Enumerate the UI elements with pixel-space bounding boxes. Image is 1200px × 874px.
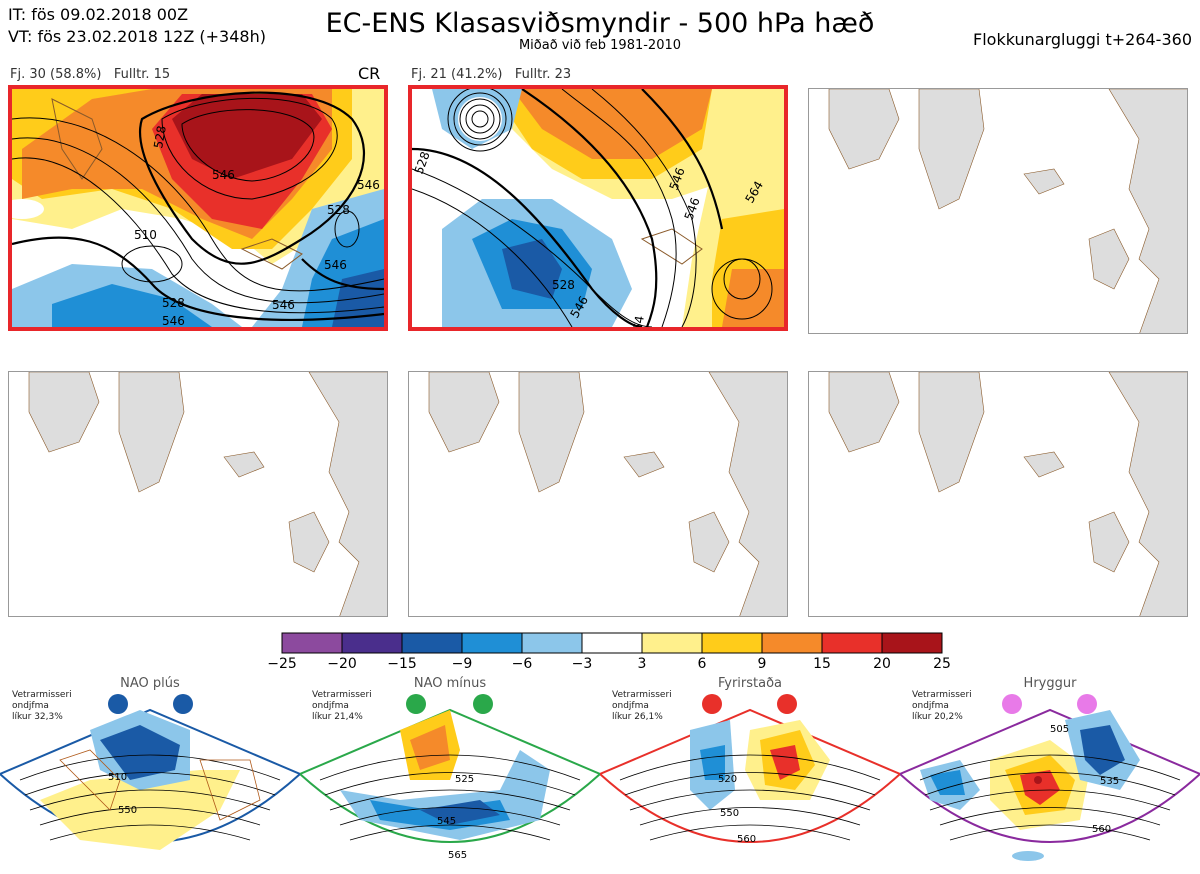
regime-note: Vetrarmisseri ondjfma líkur 26,1%	[612, 690, 672, 722]
regime-ridge: 505 535 560 Hryggur Vetrarmisseri ondjfm…	[898, 670, 1200, 870]
contour-label: 528	[327, 203, 350, 217]
contour-label: 510	[108, 772, 127, 783]
regime-title: NAO plús	[120, 676, 180, 691]
regime-title: Hryggur	[1023, 676, 1077, 691]
panel-1-regime-code: CR	[358, 64, 381, 83]
cluster-map-2-graphic: 528 546 564 528 546 564 546	[412, 89, 784, 327]
colorbar-tick-label: 6	[697, 656, 707, 672]
colorbar-tick-label: 20	[873, 656, 891, 672]
regime-dot	[1077, 694, 1097, 714]
panel-1-label: Fj. 30 (58.8%) Fulltr. 15	[10, 67, 171, 82]
empty-map-graphic	[28, 372, 387, 616]
regime-map: 525 545 565	[298, 694, 602, 861]
contour-label: 546	[162, 314, 185, 327]
page-title: EC-ENS Klasasviðsmyndir - 500 hPa hæð	[325, 8, 875, 39]
cluster-map-3	[808, 88, 1188, 334]
init-time: IT: fös 09.02.2018 00Z	[8, 5, 189, 24]
cluster-map-5	[408, 371, 788, 617]
contour-label: 560	[1092, 824, 1111, 835]
colorbar-tick-label: 15	[813, 656, 831, 672]
regime-nao-minus: 525 545 565 NAO mínus Vetrarmisseri ondj…	[298, 670, 602, 870]
colorbar-tick-label: −20	[327, 656, 357, 672]
cluster-map-4	[8, 371, 388, 617]
empty-map-graphic	[828, 89, 1187, 333]
cluster-map-1[interactable]: 528 546 528 546 510 528 546 546 546	[8, 85, 388, 331]
contour-label: 528	[552, 278, 575, 292]
regime-dot	[406, 694, 426, 714]
contour-label: 545	[437, 816, 456, 827]
cluster-map-2[interactable]: 528 546 564 528 546 564 546	[408, 85, 788, 331]
contour-label: 505	[1050, 724, 1069, 735]
colorbar-swatch	[761, 632, 823, 654]
contour-label: 528	[151, 125, 169, 150]
colorbar-tick-label: −15	[387, 656, 417, 672]
valid-time: VT: fös 23.02.2018 12Z (+348h)	[8, 27, 266, 46]
contour-label: 564	[629, 315, 647, 327]
contour-label: 535	[1100, 776, 1119, 787]
contour-label: 510	[134, 228, 157, 242]
regime-blocking: 520 550 560 Fyrirstaða Vetrarmisseri ond…	[598, 670, 902, 870]
cluster-map-1-graphic: 528 546 528 546 510 528 546 546 546	[12, 89, 384, 327]
regime-map: 510 550	[0, 694, 302, 850]
regime-note: Vetrarmisseri ondjfma líkur 32,3%	[12, 690, 72, 722]
contour-label: 546	[357, 178, 380, 192]
contour-label: 565	[448, 850, 467, 861]
colorbar-tick-label: −9	[451, 656, 473, 672]
colorbar	[281, 632, 943, 654]
regime-title: Fyrirstaða	[717, 676, 783, 691]
regime-dot	[173, 694, 193, 714]
colorbar-swatch	[401, 632, 463, 654]
contour-label: 550	[118, 805, 137, 816]
colorbar-swatch	[461, 632, 523, 654]
colorbar-swatch	[881, 632, 943, 654]
regime-dot	[108, 694, 128, 714]
contour-label: 546	[272, 298, 295, 312]
regime-note: Vetrarmisseri ondjfma líkur 20,2%	[912, 690, 972, 722]
contour-label: 550	[720, 808, 739, 819]
regime-title: NAO mínus	[413, 676, 487, 691]
contour-label: 525	[455, 774, 474, 785]
colorbar-tick-label: −25	[267, 656, 297, 672]
colorbar-swatch	[341, 632, 403, 654]
colorbar-swatch	[521, 632, 583, 654]
colorbar-swatch	[581, 632, 643, 654]
colorbar-tick-label: −6	[511, 656, 533, 672]
regime-map: 520 550 560	[598, 694, 902, 845]
regime-dot	[1002, 694, 1022, 714]
contour-label: 546	[212, 168, 235, 182]
colorbar-tick-label: 9	[757, 656, 767, 672]
contour-label: 546	[324, 258, 347, 272]
regime-note: Vetrarmisseri ondjfma líkur 21,4%	[312, 690, 372, 722]
colorbar-tick-label: −3	[571, 656, 593, 672]
colorbar-swatch	[281, 632, 343, 654]
run-info: IT: fös 09.02.2018 00Z VT: fös 23.02.201…	[8, 4, 266, 48]
colorbar-swatch	[821, 632, 883, 654]
empty-map-graphic	[428, 372, 787, 616]
colorbar-swatch	[701, 632, 763, 654]
colorbar-tick-label: 25	[933, 656, 951, 672]
regime-map: 505 535 560	[898, 694, 1200, 861]
contour-label: 520	[718, 774, 737, 785]
colorbar-tick-label: 3	[637, 656, 647, 672]
panel-2-label: Fj. 21 (41.2%) Fulltr. 23	[411, 67, 572, 82]
regime-dot	[777, 694, 797, 714]
cluster-window: Flokkunargluggi t+264-360	[973, 30, 1192, 49]
page-subtitle: Miðað við feb 1981-2010	[518, 38, 682, 53]
regime-dot	[473, 694, 493, 714]
cluster-map-6	[808, 371, 1188, 617]
contour-label: 528	[162, 296, 185, 310]
regime-dot	[702, 694, 722, 714]
contour-label: 560	[737, 834, 756, 845]
colorbar-swatch	[641, 632, 703, 654]
regime-nao-plus: 510 550 NAO plús Vetrarmisseri ondjfma l…	[0, 670, 302, 870]
empty-map-graphic	[828, 372, 1187, 616]
